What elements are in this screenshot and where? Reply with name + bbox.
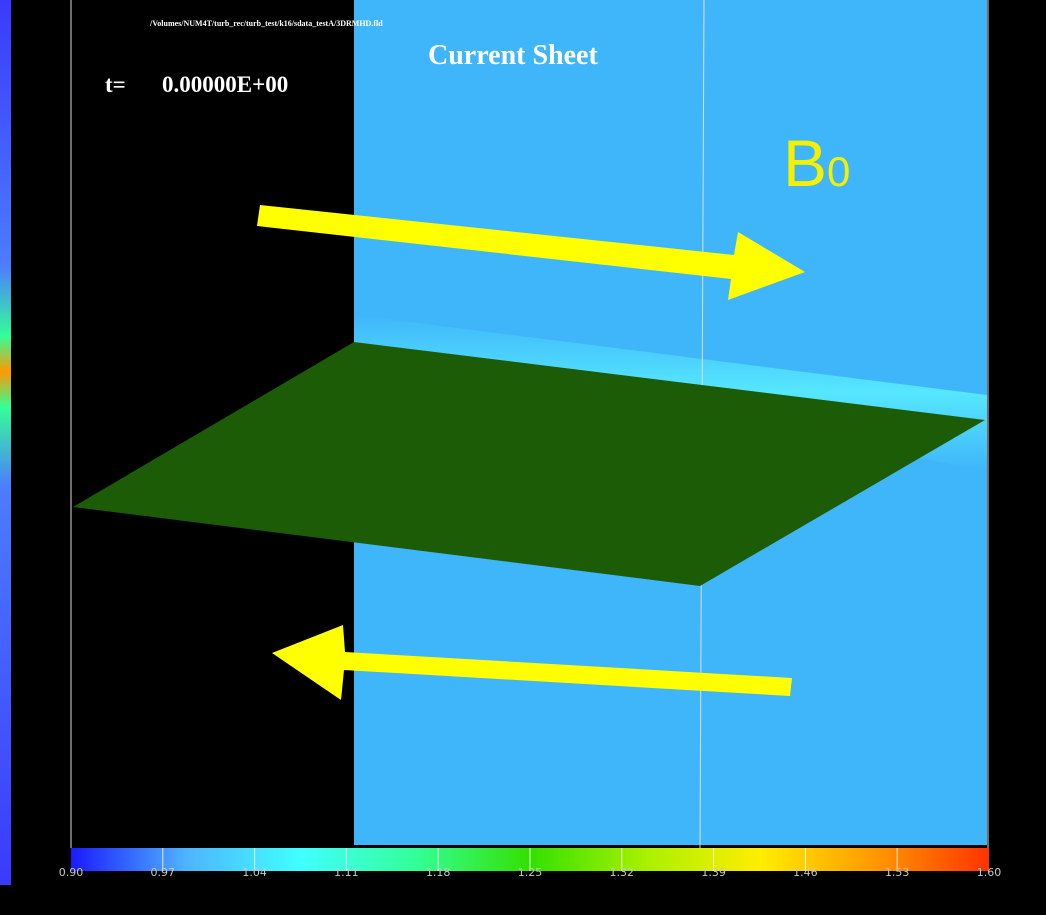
time-label: t=	[105, 72, 126, 97]
current-sheet-plane	[73, 342, 985, 586]
b0-annotation: B0	[783, 130, 850, 205]
colorbar-tick-label: 1.60	[976, 866, 1002, 879]
colorbar-tick-label: 1.11	[334, 866, 359, 879]
file-path-label: /Volumes/NUM4T/turb_rec/turb_test/k16/sd…	[150, 19, 383, 28]
time-value: 0.00000E+00	[162, 72, 289, 97]
colorbar-tick-label: 1.39	[701, 866, 726, 879]
colorbar-dividers	[162, 848, 898, 871]
colorbar-tick-label: 0.90	[58, 866, 84, 879]
plot-title: Current Sheet	[428, 40, 598, 71]
colorbar-tick-label: 0.97	[150, 866, 176, 879]
b0-subscript: 0	[827, 148, 851, 195]
colorbar-tick-label: 1.18	[425, 866, 451, 879]
colorbar-tick-label: 1.46	[793, 866, 818, 879]
colorbar-tick-label: 1.04	[242, 866, 267, 879]
b0-symbol: B	[783, 126, 828, 200]
colorbar-tick-label: 1.53	[884, 866, 910, 879]
colorbar-tick-label: 1.25	[517, 866, 543, 879]
left-edge-strip	[0, 0, 11, 885]
lower-field-arrow	[272, 625, 792, 700]
upper-field-arrow	[257, 205, 805, 300]
colorbar-tick-label: 1.32	[609, 866, 635, 879]
